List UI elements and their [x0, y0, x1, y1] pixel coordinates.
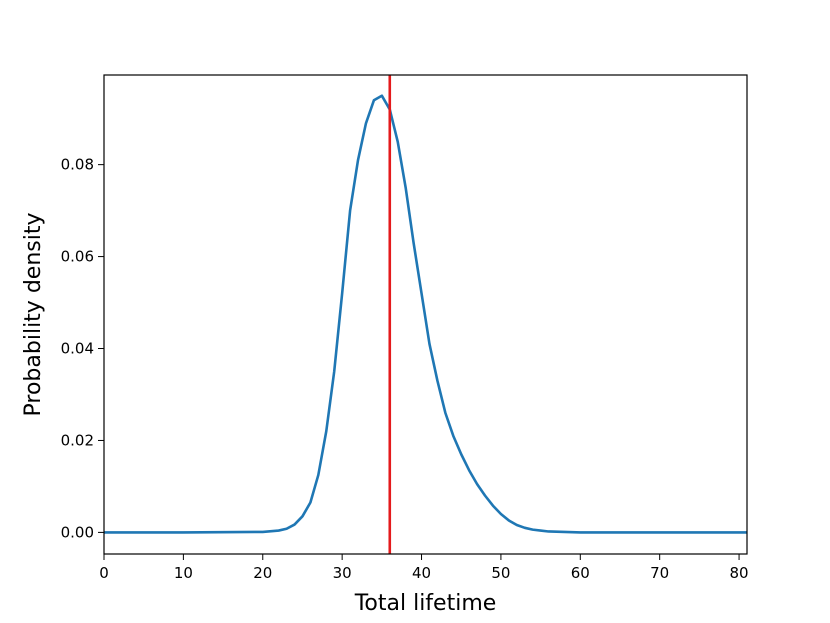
- ticks-layer: 0 10 20 30 40 50 60 70 80 0.00 0.02 0.04 0.06 0.08: [61, 156, 749, 582]
- x-tick-label: 50: [491, 564, 510, 582]
- x-tick-label: 40: [412, 564, 431, 582]
- y-tick-label: 0.02: [61, 431, 94, 449]
- plot-frame: [103, 74, 748, 555]
- x-tick-label: 60: [571, 564, 590, 582]
- x-tick-label: 70: [650, 564, 669, 582]
- x-tick-label: 80: [730, 564, 749, 582]
- y-tick-label: 0.00: [61, 523, 94, 541]
- y-tick-label: 0.04: [61, 340, 94, 358]
- y-tick-label: 0.08: [61, 156, 94, 174]
- plot-layer: [104, 75, 747, 554]
- x-tick-label: 10: [174, 564, 193, 582]
- density-curve: [104, 94, 747, 534]
- y-tick-label: 0.06: [61, 248, 94, 266]
- x-tick-label: 20: [253, 564, 272, 582]
- x-axis-label: Total lifetime: [354, 591, 497, 616]
- y-axis-label: Probability density: [21, 213, 46, 417]
- x-tick-label: 30: [333, 564, 352, 582]
- x-tick-label: 0: [99, 564, 109, 582]
